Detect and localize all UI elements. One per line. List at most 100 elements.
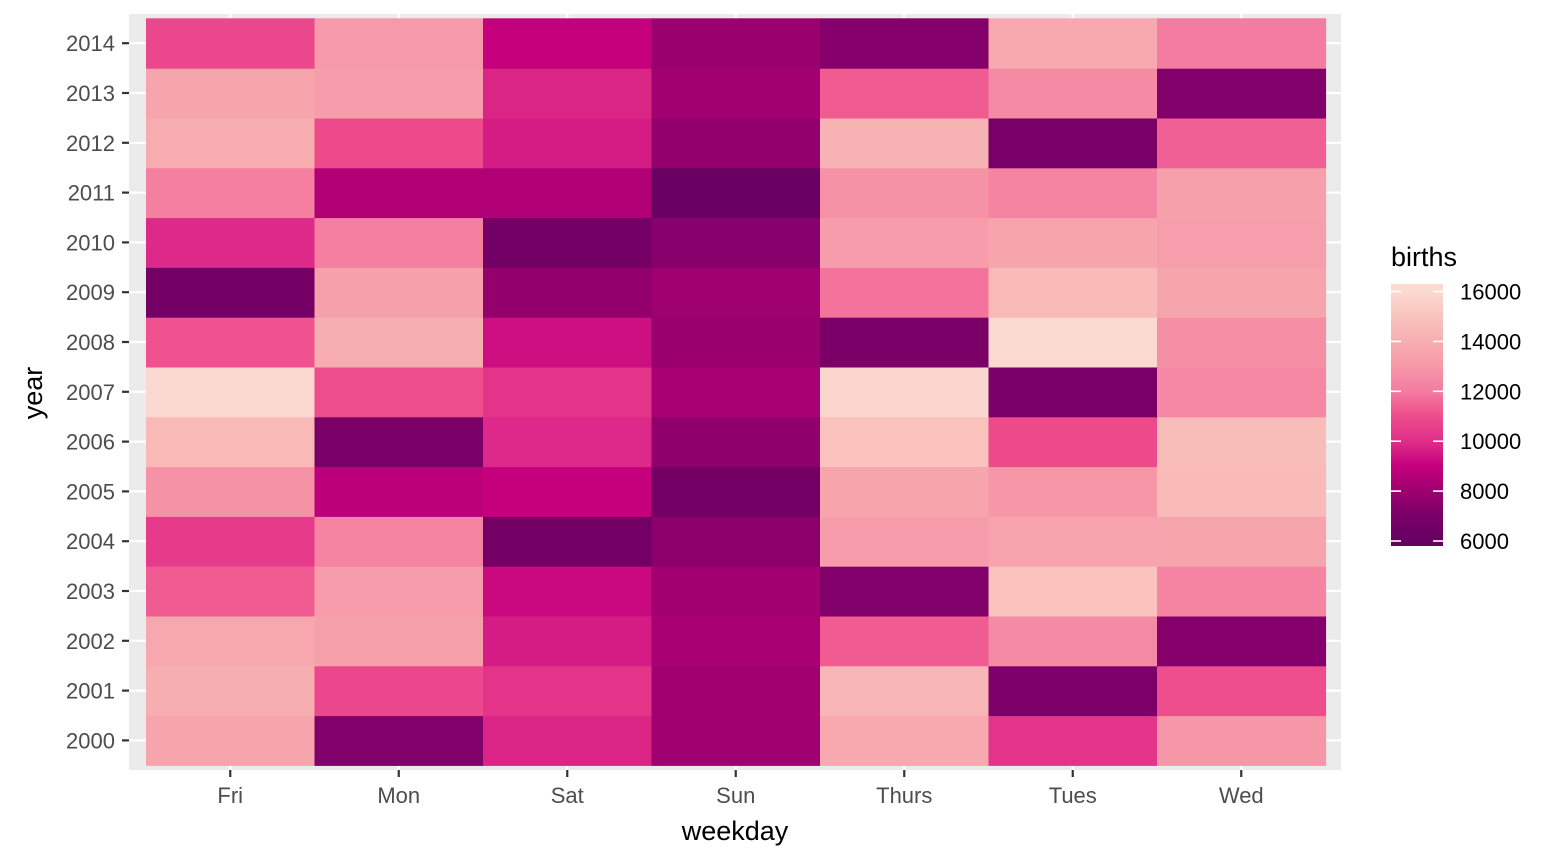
heatmap-cell-fri-2007 <box>146 366 316 418</box>
heatmap-cell-sun-2003 <box>651 566 821 617</box>
heatmap-cell-sun-2010 <box>651 217 821 268</box>
heatmap-cell-sat-2013 <box>483 68 653 119</box>
heatmap-cell-thurs-2005 <box>820 466 990 517</box>
y-tick-label-2006: 2006 <box>66 430 115 455</box>
heatmap-cell-fri-2008 <box>146 317 316 368</box>
x-axis-title: weekday <box>681 816 789 846</box>
heatmap-cell-wed-2012 <box>1157 117 1327 169</box>
legend: births 6000 8000 10000 12000 14000 16000 <box>1391 242 1521 554</box>
x-tick-label-sat: Sat <box>551 783 584 808</box>
heatmap-cell-thurs-2009 <box>820 267 990 318</box>
heatmap-cell-tues-2012 <box>988 117 1158 169</box>
heatmap-cell-fri-2009 <box>146 267 316 318</box>
heatmap-cell-mon-2001 <box>314 665 484 717</box>
heatmap-cell-thurs-2001 <box>820 665 990 717</box>
y-tick-label-2004: 2004 <box>66 529 115 554</box>
heatmap-cell-fri-2002 <box>146 615 316 667</box>
heatmap-cell-wed-2009 <box>1157 267 1327 318</box>
legend-label-10000: 10000 <box>1460 429 1521 454</box>
heatmap-cell-sun-2000 <box>651 715 821 766</box>
heatmap-cell-fri-2003 <box>146 566 316 617</box>
heatmap-cell-wed-2006 <box>1157 416 1327 468</box>
heatmap-cell-tues-2010 <box>988 217 1158 268</box>
heatmap-cell-mon-2003 <box>314 566 484 617</box>
heatmap-cell-mon-2011 <box>314 167 484 219</box>
heatmap-cell-sat-2009 <box>483 267 653 318</box>
x-axis: Fri Mon Sat Sun Thurs Tues Wed <box>217 770 1264 808</box>
legend-label-16000: 16000 <box>1460 279 1521 304</box>
y-tick-label-2001: 2001 <box>66 679 115 704</box>
heatmap-cell-sat-2002 <box>483 615 653 667</box>
heatmap-cell-sat-2004 <box>483 516 653 567</box>
heatmap-cell-wed-2010 <box>1157 217 1327 268</box>
y-tick-label-2010: 2010 <box>66 230 115 255</box>
legend-colorbar <box>1391 284 1443 546</box>
heatmap-cell-sun-2001 <box>651 665 821 717</box>
y-tick-label-2003: 2003 <box>66 579 115 604</box>
legend-label-6000: 6000 <box>1460 529 1509 554</box>
heatmap-cell-sun-2007 <box>651 366 821 418</box>
heatmap-cell-sat-2014 <box>483 18 653 69</box>
heatmap-cell-wed-2008 <box>1157 317 1327 368</box>
heatmap-cell-wed-2000 <box>1157 715 1327 766</box>
y-tick-label-2000: 2000 <box>66 728 115 753</box>
heatmap-cell-fri-2011 <box>146 167 316 219</box>
heatmap-cell-mon-2013 <box>314 68 484 119</box>
legend-label-12000: 12000 <box>1460 379 1521 404</box>
heatmap-cell-mon-2009 <box>314 267 484 318</box>
heatmap-cell-fri-2005 <box>146 466 316 517</box>
heatmap-cell-sun-2008 <box>651 317 821 368</box>
y-tick-label-2014: 2014 <box>66 31 115 56</box>
heatmap-cell-sun-2006 <box>651 416 821 468</box>
heatmap-cell-fri-2012 <box>146 117 316 169</box>
y-axis-title: year <box>18 367 48 420</box>
y-tick-label-2011: 2011 <box>68 181 115 206</box>
heatmap-cell-tues-2000 <box>988 715 1158 766</box>
y-tick-label-2009: 2009 <box>66 280 115 305</box>
y-tick-label-2013: 2013 <box>66 81 115 106</box>
x-tick-label-fri: Fri <box>217 783 243 808</box>
heatmap-cell-mon-2012 <box>314 117 484 169</box>
heatmap-cell-mon-2007 <box>314 366 484 418</box>
heatmap-cells <box>146 18 1327 766</box>
x-tick-label-wed: Wed <box>1219 783 1264 808</box>
heatmap-cell-fri-2013 <box>146 68 316 119</box>
heatmap-cell-fri-2010 <box>146 217 316 268</box>
heatmap-cell-sun-2012 <box>651 117 821 169</box>
x-tick-label-tues: Tues <box>1049 783 1097 808</box>
heatmap-cell-wed-2007 <box>1157 366 1327 418</box>
heatmap-cell-wed-2014 <box>1157 18 1327 69</box>
heatmap-cell-tues-2003 <box>988 566 1158 617</box>
heatmap-cell-sun-2005 <box>651 466 821 517</box>
heatmap-cell-sat-2011 <box>483 167 653 219</box>
heatmap-cell-thurs-2003 <box>820 566 990 617</box>
heatmap-cell-thurs-2000 <box>820 715 990 766</box>
heatmap-cell-tues-2006 <box>988 416 1158 468</box>
heatmap-cell-mon-2004 <box>314 516 484 567</box>
heatmap-cell-thurs-2014 <box>820 18 990 69</box>
legend-title: births <box>1391 242 1457 272</box>
heatmap-cell-sat-2010 <box>483 217 653 268</box>
heatmap-cell-fri-2014 <box>146 18 316 69</box>
x-tick-label-sun: Sun <box>716 783 755 808</box>
heatmap-cell-sun-2013 <box>651 68 821 119</box>
heatmap-cell-mon-2005 <box>314 466 484 517</box>
heatmap-cell-thurs-2010 <box>820 217 990 268</box>
heatmap-cell-thurs-2004 <box>820 516 990 567</box>
heatmap-cell-fri-2004 <box>146 516 316 567</box>
heatmap-cell-tues-2011 <box>988 167 1158 219</box>
heatmap-cell-sun-2014 <box>651 18 821 69</box>
heatmap-cell-tues-2005 <box>988 466 1158 517</box>
heatmap-cell-wed-2005 <box>1157 466 1327 517</box>
legend-ticks: 6000 8000 10000 12000 14000 16000 <box>1391 279 1521 554</box>
heatmap-cell-thurs-2007 <box>820 366 990 418</box>
heatmap-cell-mon-2014 <box>314 18 484 69</box>
y-axis: 2000 2001 2002 2003 2004 2005 2006 2007 2008 2009… <box>66 31 129 753</box>
heatmap-cell-sat-2000 <box>483 715 653 766</box>
heatmap-cell-fri-2001 <box>146 665 316 717</box>
heatmap-cell-tues-2004 <box>988 516 1158 567</box>
y-tick-label-2007: 2007 <box>66 380 115 405</box>
heatmap-cell-sat-2006 <box>483 416 653 468</box>
y-tick-label-2002: 2002 <box>66 629 115 654</box>
